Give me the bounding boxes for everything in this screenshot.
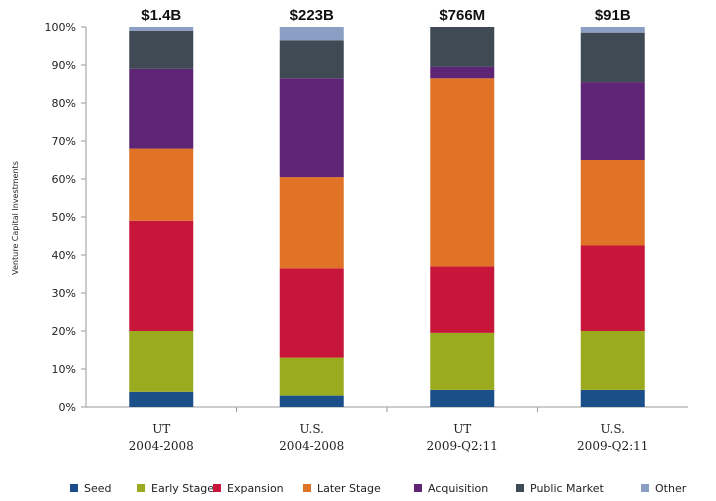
- bar-segment-acquisition: [580, 82, 645, 160]
- bar-segment-public-market: [129, 30, 194, 69]
- legend-swatch: [137, 484, 145, 492]
- category-label-line: 2004-2008: [129, 439, 194, 453]
- category-label-line: 2009-Q2:11: [577, 439, 648, 453]
- bar-segment-public-market: [430, 27, 495, 67]
- y-tick-label: 90%: [52, 59, 76, 72]
- y-tick-label: 30%: [52, 287, 76, 300]
- axes: 0% 10% 20% 30% 40% 50% 60% 70% 80% 90% 100%: [45, 21, 688, 414]
- bar-total-label: $91B: [595, 7, 631, 24]
- legend-label: Acquisition: [428, 482, 488, 495]
- y-tick-label: 60%: [52, 173, 76, 186]
- labels: $1.4B UT 2004-2008 $223B U.S. 2004-2008 $766M U…: [129, 7, 649, 453]
- category-label: U.S. 2009-Q2:11: [577, 422, 648, 453]
- bar-segment-acquisition: [430, 66, 495, 79]
- bars: [129, 27, 645, 407]
- legend-label: Later Stage: [317, 482, 381, 495]
- bar-segment-acquisition: [129, 68, 194, 149]
- bar-segment-expansion: [279, 268, 344, 358]
- bar-segment-later-stage: [430, 78, 495, 267]
- bar-segment-early-stage: [430, 332, 495, 390]
- bar-segment-seed: [580, 389, 645, 407]
- bar-segment-acquisition: [279, 78, 344, 178]
- bar-segment-other: [279, 27, 344, 41]
- y-tick-label: 0%: [59, 401, 76, 414]
- bar-segment-early-stage: [279, 357, 344, 396]
- bar-total-label: $223B: [290, 7, 334, 24]
- category-label-line: UT: [453, 422, 471, 436]
- bar-segment-other: [580, 27, 645, 33]
- bar-segment-expansion: [129, 220, 194, 331]
- legend-swatch: [303, 484, 311, 492]
- legend-swatch: [516, 484, 524, 492]
- legend-label: Public Market: [530, 482, 605, 495]
- category-label: U.S. 2004-2008: [279, 422, 344, 453]
- y-tick-label: 20%: [52, 325, 76, 338]
- category-label: UT 2004-2008: [129, 422, 194, 453]
- legend-swatch: [641, 484, 649, 492]
- y-tick-label: 40%: [52, 249, 76, 262]
- legend-swatch: [213, 484, 221, 492]
- category-label-line: U.S.: [601, 422, 625, 436]
- bar-segment-other: [129, 27, 194, 31]
- bar-segment-seed: [430, 389, 495, 407]
- legend-label: Expansion: [227, 482, 284, 495]
- legend: Seed Early Stage Expansion Later Stage Acqui…: [70, 482, 687, 495]
- bar-segment-early-stage: [580, 331, 645, 390]
- y-tick-label: 80%: [52, 97, 76, 110]
- category-label: UT 2009-Q2:11: [427, 422, 498, 453]
- category-label-line: 2004-2008: [279, 439, 344, 453]
- bar-segment-seed: [279, 395, 344, 407]
- y-tick-label: 100%: [45, 21, 76, 34]
- category-label-line: UT: [152, 422, 170, 436]
- bar-segment-expansion: [430, 266, 495, 333]
- bar-total-label: $766M: [439, 7, 485, 24]
- bar-segment-seed: [129, 391, 194, 407]
- bar-segment-early-stage: [129, 331, 194, 392]
- y-tick-label: 10%: [52, 363, 76, 376]
- y-tick-label: 50%: [52, 211, 76, 224]
- bar-segment-expansion: [580, 245, 645, 331]
- y-axis-label: Venture Capital Investments: [11, 161, 20, 275]
- bar-segment-later-stage: [580, 160, 645, 246]
- y-tick-label: 70%: [52, 135, 76, 148]
- legend-swatch: [70, 484, 78, 492]
- y-axis-label-group: Venture Capital Investments: [11, 161, 20, 275]
- legend-swatch: [414, 484, 422, 492]
- bar-segment-later-stage: [129, 148, 194, 221]
- legend-label: Early Stage: [151, 482, 214, 495]
- category-label-line: U.S.: [300, 422, 324, 436]
- bar-segment-public-market: [580, 32, 645, 83]
- bar-segment-later-stage: [279, 177, 344, 269]
- legend-label: Other: [655, 482, 687, 495]
- category-label-line: 2009-Q2:11: [427, 439, 498, 453]
- bar-segment-public-market: [279, 40, 344, 79]
- legend-label: Seed: [84, 482, 112, 495]
- bar-total-label: $1.4B: [141, 7, 181, 24]
